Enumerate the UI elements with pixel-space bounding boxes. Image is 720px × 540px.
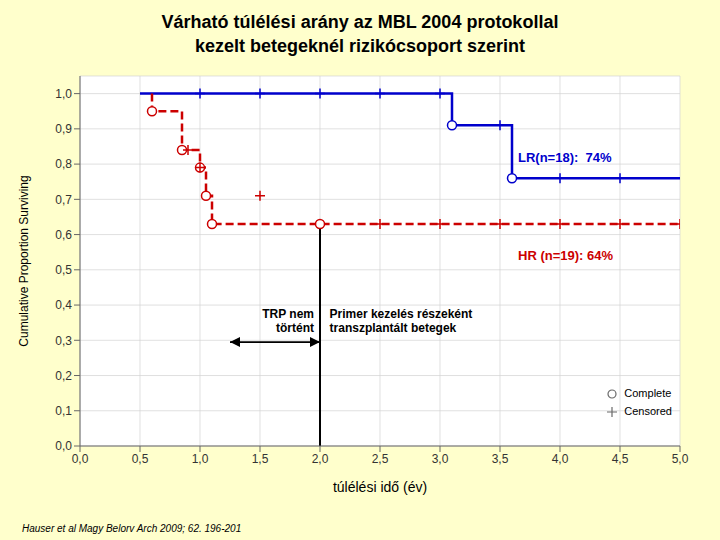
svg-text:0,0: 0,0 — [72, 452, 89, 466]
svg-text:0,4: 0,4 — [55, 298, 72, 312]
html-text:Hauser et al Magy Belorv Arch: Hauser et al Magy Belorv Arch 2009; 62. … — [22, 523, 242, 534]
svg-text:2,0: 2,0 — [312, 452, 329, 466]
svg-text:túlélési idő (év): túlélési idő (év) — [333, 479, 427, 495]
svg-text:5,0: 5,0 — [672, 452, 689, 466]
svg-text:1,0: 1,0 — [192, 452, 209, 466]
svg-text:Primer kezelés részekénttransz: Primer kezelés részekénttranszplantált b… — [330, 307, 473, 335]
svg-text:0,5: 0,5 — [132, 452, 149, 466]
svg-text:0,2: 0,2 — [55, 369, 72, 383]
svg-text:3,5: 3,5 — [492, 452, 509, 466]
svg-text:4,0: 4,0 — [552, 452, 569, 466]
svg-text:0,9: 0,9 — [55, 122, 72, 136]
svg-text:HR (n=19): 64%: HR (n=19): 64% — [518, 248, 613, 263]
html-text:Complete: Complete — [624, 386, 672, 399]
svg-text:1,5: 1,5 — [252, 452, 269, 466]
svg-text:0,0: 0,0 — [55, 439, 72, 453]
svg-text:0,7: 0,7 — [55, 193, 72, 207]
svg-text:1,0: 1,0 — [55, 87, 72, 101]
svg-text:0,5: 0,5 — [55, 263, 72, 277]
svg-text:3,0: 3,0 — [432, 452, 449, 466]
svg-text:0,6: 0,6 — [55, 228, 72, 242]
svg-text:Cumulative Proportion Survivin: Cumulative Proportion Surviving — [17, 175, 31, 346]
svg-text:TRP nemtörtént: TRP nemtörtént — [262, 307, 314, 335]
svg-text:0,3: 0,3 — [55, 334, 72, 348]
svg-text:2,5: 2,5 — [372, 452, 389, 466]
svg-text:0,1: 0,1 — [55, 404, 72, 418]
html-text:Censored: Censored — [624, 404, 672, 417]
svg-text:4,5: 4,5 — [612, 452, 629, 466]
svg-text:LR(n=18): 74%: LR(n=18): 74% — [518, 150, 612, 165]
html-text:Várható túlélési arány az MBL: Várható túlélési arány az MBL 2004 proto… — [161, 12, 559, 56]
svg-text:0,8: 0,8 — [55, 157, 72, 171]
